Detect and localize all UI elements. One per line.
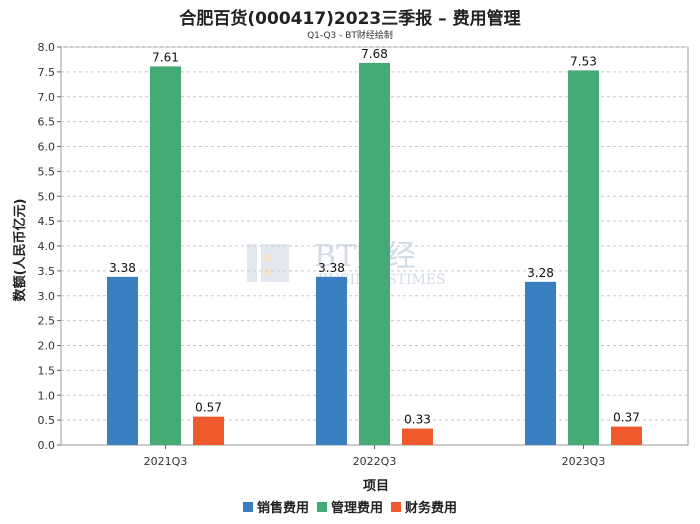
y-tick-label: 6.0: [38, 141, 56, 154]
y-tick-label: 0.0: [38, 439, 56, 452]
y-tick-label: 4.0: [38, 240, 56, 253]
y-tick-label: 3.5: [38, 265, 56, 278]
bar: [316, 276, 347, 445]
y-tick-label: 1.0: [38, 389, 56, 402]
legend-item: 销售费用: [243, 500, 309, 516]
legend-swatch: [243, 502, 253, 512]
x-axis-label: 项目: [363, 479, 389, 494]
watermark-logo-dot-2: [264, 268, 272, 276]
legend-item: 财务费用: [391, 500, 457, 516]
y-axis-label: 数额(人民币亿元): [12, 199, 28, 302]
data-label: 3.28: [527, 266, 554, 280]
y-tick-label: 7.5: [38, 66, 56, 79]
x-tick-label: 2021Q3: [144, 455, 188, 468]
chart-subtitle: Q1-Q3 - BT财经绘制: [307, 31, 393, 41]
y-tick-label: 2.5: [38, 315, 56, 328]
bar: [568, 70, 599, 445]
bar: [611, 426, 642, 445]
watermark-logo-block-2: [261, 244, 289, 282]
legend-label: 财务费用: [405, 500, 457, 516]
watermark-logo-block-1: [247, 244, 257, 282]
bar: [193, 416, 224, 445]
legend: 销售费用 管理费用 财务费用: [243, 500, 457, 516]
x-tick-label: 2022Q3: [353, 455, 397, 468]
x-tick-label: 2023Q3: [562, 455, 606, 468]
y-tick-label: 0.5: [38, 414, 56, 427]
y-tick-label: 3.0: [38, 290, 56, 303]
chart-title: 合肥百货(000417)2023三季报 – 费用管理: [179, 9, 521, 29]
legend-swatch: [391, 502, 401, 512]
data-label: 0.33: [404, 413, 431, 427]
y-tick-label: 8.0: [38, 41, 56, 54]
data-label: 7.68: [361, 47, 388, 61]
data-label: 7.61: [152, 50, 179, 64]
bar: [402, 428, 433, 445]
y-tick-label: 1.5: [38, 364, 56, 377]
bar: [150, 66, 181, 445]
bar: [107, 276, 138, 445]
watermark-logo-dot-1: [264, 254, 272, 262]
y-tick-label: 2.0: [38, 340, 56, 353]
data-label: 0.57: [195, 401, 222, 415]
legend-swatch: [317, 502, 327, 512]
y-tick-label: 7.0: [38, 91, 56, 104]
bar: [359, 62, 390, 446]
bar: [525, 281, 556, 445]
data-label: 7.53: [570, 54, 597, 68]
y-tick-label: 5.0: [38, 190, 56, 203]
y-tick-label: 5.5: [38, 165, 56, 178]
legend-label: 销售费用: [257, 500, 309, 516]
data-label: 3.38: [318, 261, 345, 275]
legend-label: 管理费用: [331, 500, 383, 516]
data-label: 0.37: [613, 411, 640, 425]
y-tick-label: 6.5: [38, 116, 56, 129]
data-label: 3.38: [109, 261, 136, 275]
legend-item: 管理费用: [317, 500, 383, 516]
y-tick-label: 4.5: [38, 215, 56, 228]
